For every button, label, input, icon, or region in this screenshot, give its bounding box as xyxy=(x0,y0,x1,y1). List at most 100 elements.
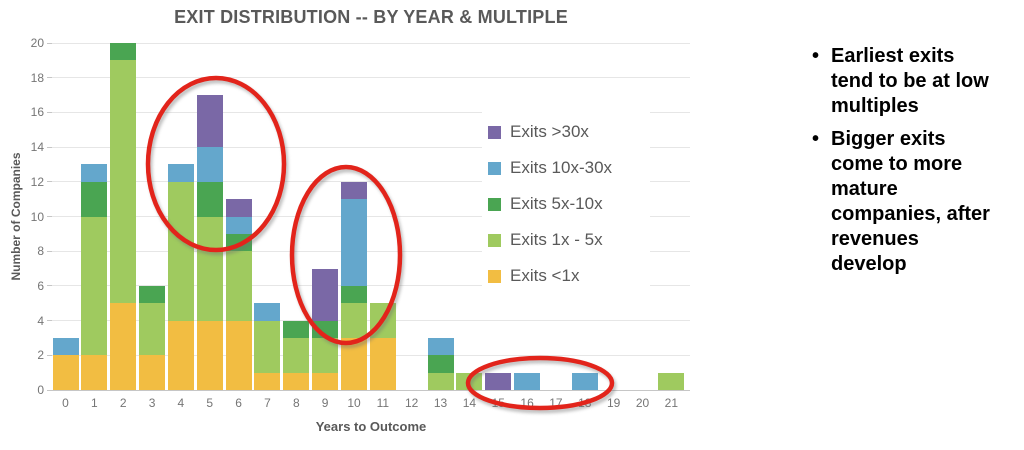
x-tick-label: 1 xyxy=(91,396,98,410)
x-tick-label: 14 xyxy=(462,396,477,410)
bar-segment-year-5 xyxy=(196,147,223,182)
note-text: Earliest exits tend to be at low multipl… xyxy=(831,45,989,117)
legend-swatch-icon xyxy=(488,125,501,139)
bar-segment-year-9 xyxy=(312,372,339,390)
bar-segment-year-9 xyxy=(312,268,339,321)
bar-segment-year-3 xyxy=(139,285,166,304)
bar-segment-year-9 xyxy=(312,337,339,373)
y-tick-mark xyxy=(47,389,52,391)
bar-segment-year-5 xyxy=(196,216,223,321)
bar-segment-year-16 xyxy=(514,372,541,390)
y-tick-mark xyxy=(47,42,52,44)
plot-area: Exits >30x Exits 10x-30x Exits 5x-10x Exits… xyxy=(52,42,690,391)
gridline xyxy=(52,146,690,148)
note-bullet-item: • Earliest exits tend to be at low multip… xyxy=(812,44,1024,119)
bar-segment-year-5 xyxy=(196,95,223,148)
legend-swatch-icon xyxy=(488,269,501,283)
bar-segment-year-8 xyxy=(283,320,310,338)
x-tick-label: 18 xyxy=(578,396,592,410)
bar-segment-year-13 xyxy=(427,355,454,373)
bar-segment-year-9 xyxy=(312,320,339,338)
legend-swatch-icon xyxy=(488,233,501,247)
bar-segment-year-7 xyxy=(254,303,281,321)
bar-segment-year-10 xyxy=(341,199,367,286)
y-tick-mark xyxy=(47,77,52,79)
legend: Exits >30x Exits 10x-30x Exits 5x-10x Exits… xyxy=(482,112,650,296)
x-tick-label: 12 xyxy=(405,396,419,410)
legend-label: Exits 5x-10x xyxy=(510,194,603,213)
bar-segment-year-5 xyxy=(196,181,223,217)
y-tick-label: 6 xyxy=(37,278,44,293)
bar-segment-year-6 xyxy=(225,251,252,321)
chart-title: EXIT DISTRIBUTION -- BY YEAR & MULTIPLE xyxy=(174,7,568,27)
bar-segment-year-10 xyxy=(341,337,367,390)
bar-segment-year-1 xyxy=(81,216,108,356)
x-tick-label: 21 xyxy=(664,396,679,410)
x-tick-label: 15 xyxy=(491,396,505,410)
bar-segment-year-6 xyxy=(225,199,252,217)
note-text: Bigger exits come to more mature compani… xyxy=(831,128,990,275)
x-tick-label: 19 xyxy=(606,396,621,410)
gridline xyxy=(52,77,690,79)
y-tick-mark xyxy=(47,250,52,252)
gridline xyxy=(52,111,690,113)
legend-item: Exits 1x - 5x xyxy=(482,222,650,258)
legend-item: Exits 5x-10x xyxy=(482,186,650,222)
bar-segment-year-10 xyxy=(341,285,367,304)
x-tick-label: 17 xyxy=(549,396,563,410)
y-tick-label: 20 xyxy=(30,36,44,50)
x-tick-label: 9 xyxy=(321,396,329,410)
y-tick-mark xyxy=(47,146,52,148)
y-tick-mark xyxy=(47,285,52,287)
y-tick-mark xyxy=(47,320,52,322)
note-bullet-item: • Bigger exits come to more mature compan… xyxy=(812,127,1024,277)
y-tick-mark xyxy=(47,111,52,113)
legend-label: Exits >30x xyxy=(510,122,589,141)
x-tick-label: 10 xyxy=(347,396,361,410)
bar-segment-year-15 xyxy=(485,372,512,390)
bar-segment-year-11 xyxy=(369,337,396,390)
gridline xyxy=(52,42,690,44)
bar-segment-year-3 xyxy=(139,303,166,356)
bar-segment-year-7 xyxy=(254,372,281,390)
bar-segment-year-4 xyxy=(167,164,194,182)
bar-segment-year-3 xyxy=(139,355,166,390)
x-tick-label: 13 xyxy=(433,396,448,410)
legend-label: Exits 10x-30x xyxy=(510,158,613,177)
bar-segment-year-10 xyxy=(341,303,367,338)
bar-segment-year-8 xyxy=(283,372,310,390)
bar-segment-year-0 xyxy=(52,355,79,390)
bar-segment-year-7 xyxy=(254,320,281,373)
y-tick-label: 2 xyxy=(37,348,44,363)
y-tick-label: 10 xyxy=(30,209,44,224)
legend-item: Exits >30x xyxy=(482,114,650,150)
y-tick-label: 12 xyxy=(30,174,44,189)
bar-segment-year-13 xyxy=(427,372,454,390)
x-tick-label: 5 xyxy=(206,396,214,410)
x-tick-label: 20 xyxy=(635,396,650,410)
x-tick-label: 0 xyxy=(62,396,69,410)
bar-segment-year-6 xyxy=(225,320,252,390)
bar-segment-year-0 xyxy=(52,337,79,356)
x-tick-label: 2 xyxy=(119,396,127,410)
x-tick-label: 6 xyxy=(235,396,242,410)
bar-segment-year-4 xyxy=(167,320,194,390)
x-axis-line xyxy=(52,389,690,391)
y-tick-label: 14 xyxy=(30,140,44,155)
legend-swatch-icon xyxy=(488,197,501,211)
bar-segment-year-6 xyxy=(225,233,252,252)
legend-label: Exits <1x xyxy=(510,266,580,285)
legend-label: Exits 1x - 5x xyxy=(510,230,603,249)
bar-segment-year-4 xyxy=(167,181,194,321)
y-tick-mark xyxy=(47,181,52,183)
bullet-icon: • xyxy=(812,128,820,150)
bar-segment-year-2 xyxy=(110,303,137,390)
x-tick-label: 3 xyxy=(148,396,156,410)
y-tick-label: 16 xyxy=(30,105,44,120)
bar-segment-year-1 xyxy=(81,181,108,217)
bar-segment-year-21 xyxy=(658,372,685,390)
bar-segment-year-1 xyxy=(81,164,108,182)
bar-segment-year-18 xyxy=(571,372,598,390)
y-tick-label: 4 xyxy=(37,313,44,328)
y-tick-label: 8 xyxy=(37,244,44,259)
